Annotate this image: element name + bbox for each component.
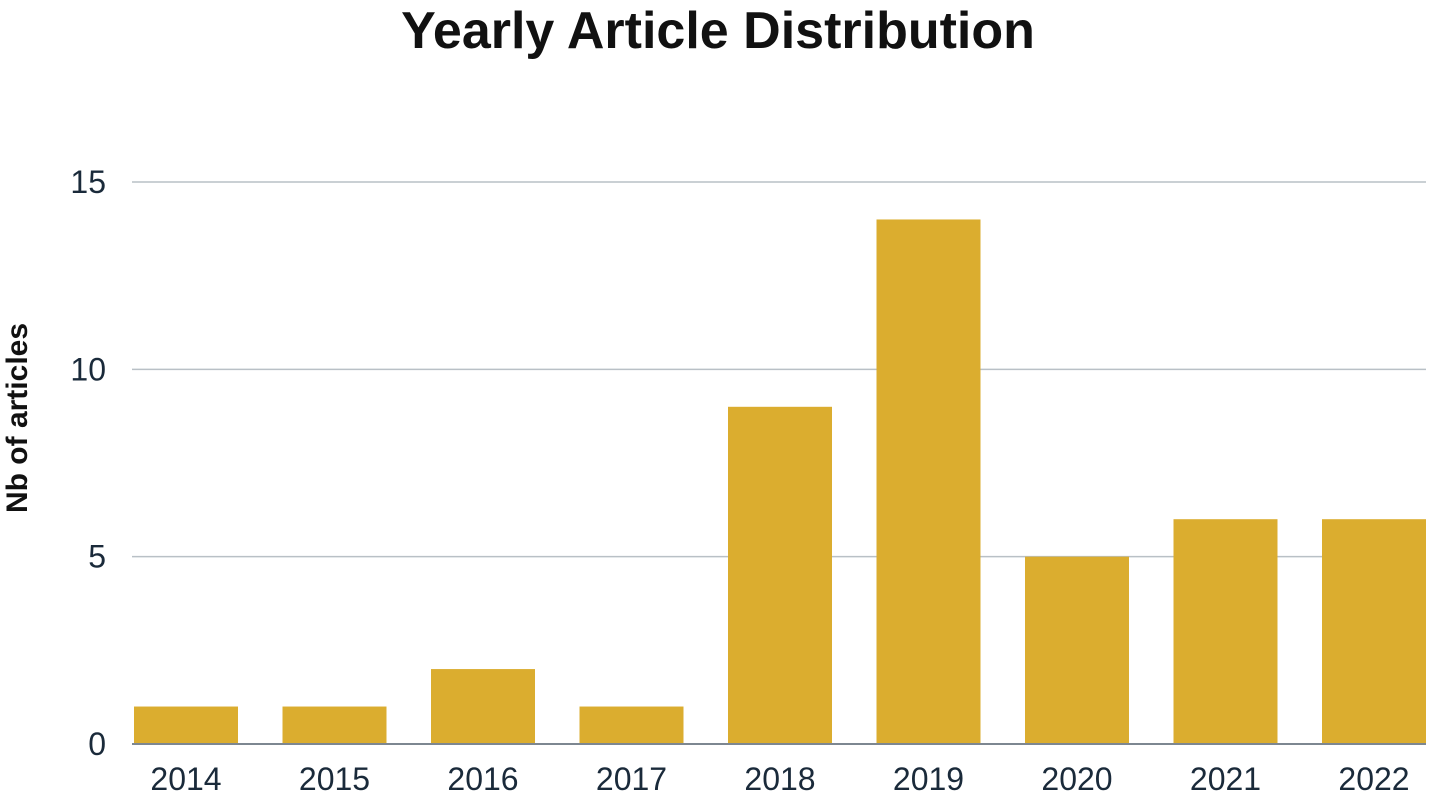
bar-2016 bbox=[431, 669, 535, 744]
x-tick-label: 2018 bbox=[744, 761, 815, 797]
x-tick-label: 2020 bbox=[1041, 761, 1112, 797]
x-tick-label: 2019 bbox=[893, 761, 964, 797]
bar-2017 bbox=[579, 706, 684, 744]
bar-2021 bbox=[1173, 519, 1278, 744]
x-tick-label: 2022 bbox=[1338, 761, 1409, 797]
bars bbox=[134, 219, 1426, 744]
y-tick-labels: 0 5 10 15 bbox=[70, 164, 106, 762]
bar-2022 bbox=[1322, 519, 1426, 744]
chart-title: Yearly Article Distribution bbox=[401, 2, 1035, 60]
y-tick-label: 5 bbox=[88, 539, 106, 575]
bar-2019 bbox=[876, 219, 981, 744]
y-tick-label: 10 bbox=[70, 351, 106, 387]
y-tick-label: 15 bbox=[70, 164, 106, 200]
x-tick-label: 2017 bbox=[596, 761, 667, 797]
x-tick-labels: 2014 2015 2016 2017 2018 2019 2020 2021 2022 bbox=[150, 761, 1409, 797]
x-tick-label: 2016 bbox=[447, 761, 518, 797]
x-tick-label: 2021 bbox=[1190, 761, 1261, 797]
bar-2020 bbox=[1025, 556, 1129, 744]
x-tick-label: 2015 bbox=[299, 761, 370, 797]
x-tick-label: 2014 bbox=[150, 761, 221, 797]
bar-2015 bbox=[282, 706, 387, 744]
y-tick-label: 0 bbox=[88, 726, 106, 762]
bar-2014 bbox=[134, 706, 238, 744]
bar-2018 bbox=[728, 406, 832, 744]
